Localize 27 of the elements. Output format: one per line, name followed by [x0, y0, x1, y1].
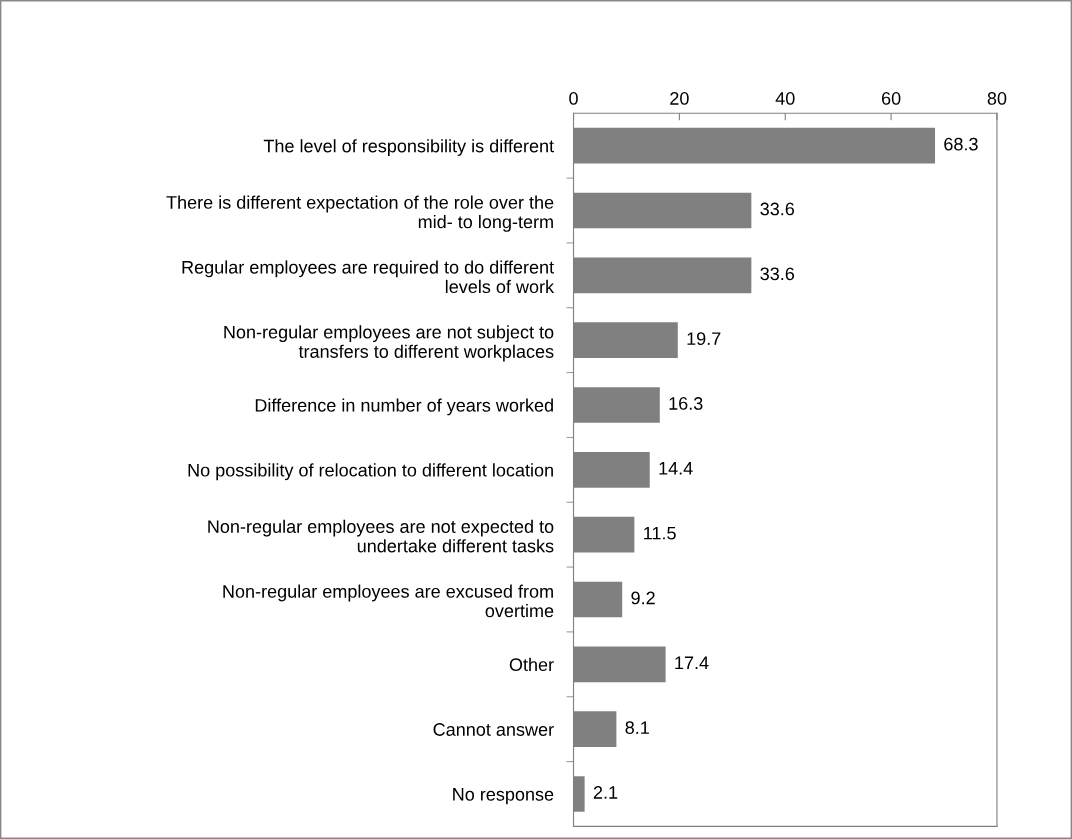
- y-tick-label: Non-regular employees are not subject to transfers to different workplaces: [224, 325, 554, 362]
- data-label: 2.1: [593, 786, 618, 799]
- data-label: 9.2: [631, 591, 655, 605]
- y-tick-label: Other: [509, 657, 554, 672]
- x-tick-label: 80: [987, 92, 1007, 105]
- y-tick-label: Non-regular employees are excused from overtime: [223, 584, 554, 618]
- data-label: 19.7: [687, 332, 721, 346]
- data-label: 33.6: [760, 202, 795, 216]
- y-tick-label: Non-regular employees are not expected to undertake different tasks: [208, 519, 554, 553]
- y-tick-label: No possibility of relocation to different location: [188, 463, 553, 481]
- data-label: 8.1: [625, 721, 649, 735]
- y-tick-label: Regular employees are required to do different levels of work: [182, 260, 555, 294]
- y-tick-label: Difference in number of years worked: [255, 398, 553, 416]
- x-tick-label: 0: [569, 92, 578, 105]
- x-tick-label: 40: [775, 92, 795, 105]
- x-tick-label: 60: [881, 92, 901, 105]
- data-label: 11.5: [644, 526, 676, 540]
- y-tick-label: No response: [453, 788, 554, 805]
- data-label: 33.6: [760, 267, 795, 281]
- y-tick-label: The level of responsibility is different: [263, 139, 554, 156]
- y-tick-label: Cannot answer: [433, 723, 554, 736]
- data-label: 68.3: [944, 137, 978, 151]
- x-tick-label: 20: [670, 92, 689, 105]
- y-tick-label: There is different expectation of the role over the mid- to long-term: [166, 195, 554, 232]
- data-label: 16.3: [669, 397, 703, 410]
- data-label: 17.4: [675, 656, 709, 669]
- data-label: 14.4: [659, 462, 693, 475]
